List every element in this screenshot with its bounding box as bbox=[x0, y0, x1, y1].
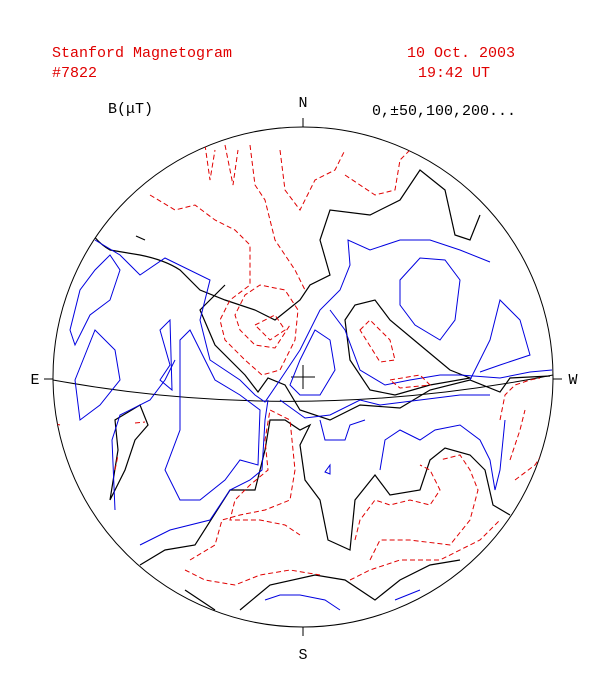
date: 10 Oct. 2003 bbox=[407, 45, 515, 62]
west-label: W bbox=[568, 372, 577, 389]
contours bbox=[53, 144, 553, 611]
solar-disk bbox=[44, 118, 562, 636]
contour-levels: 0,±50,100,200... bbox=[372, 103, 516, 120]
east-label: E bbox=[30, 372, 39, 389]
unit-label: B(μT) bbox=[108, 101, 153, 118]
south-label: S bbox=[298, 647, 307, 664]
time: 19:42 UT bbox=[418, 65, 490, 82]
title: Stanford Magnetogram bbox=[52, 45, 232, 62]
map-number: #7822 bbox=[52, 65, 97, 82]
north-label: N bbox=[298, 95, 307, 112]
